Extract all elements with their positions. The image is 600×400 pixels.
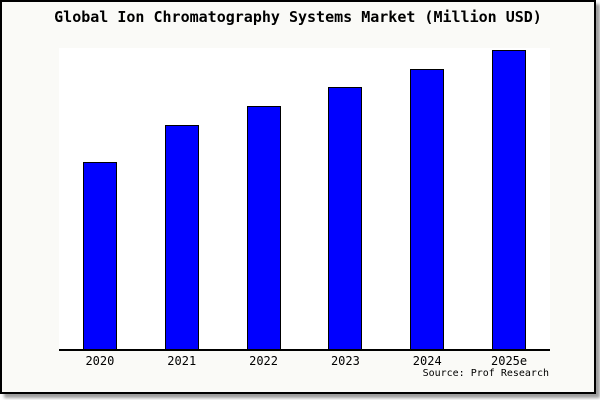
bar-2020 [82, 162, 117, 350]
plot-area [59, 48, 550, 351]
bar-2022 [246, 106, 281, 350]
source-credit: Source: Prof Research [422, 368, 549, 379]
x-tick-label-2020: 2020 [85, 354, 115, 368]
x-tick-label-2024: 2024 [412, 354, 442, 368]
x-axis-line [59, 349, 550, 351]
chart-figure: Global Ion Chromatography Systems Market… [0, 0, 596, 394]
bar-2023 [328, 87, 363, 350]
x-tick-label-2023: 2023 [330, 354, 360, 368]
x-tick-label-2025e: 2025e [491, 354, 528, 368]
bar-2021 [164, 125, 199, 350]
x-tick-label-2021: 2021 [167, 354, 197, 368]
x-axis-labels: 2020 2021 2022 2023 2024 2025e [59, 354, 550, 370]
bar-2025e [492, 50, 527, 350]
bar-2024 [410, 69, 445, 350]
chart-title: Global Ion Chromatography Systems Market… [54, 8, 542, 26]
x-tick-label-2022: 2022 [249, 354, 279, 368]
